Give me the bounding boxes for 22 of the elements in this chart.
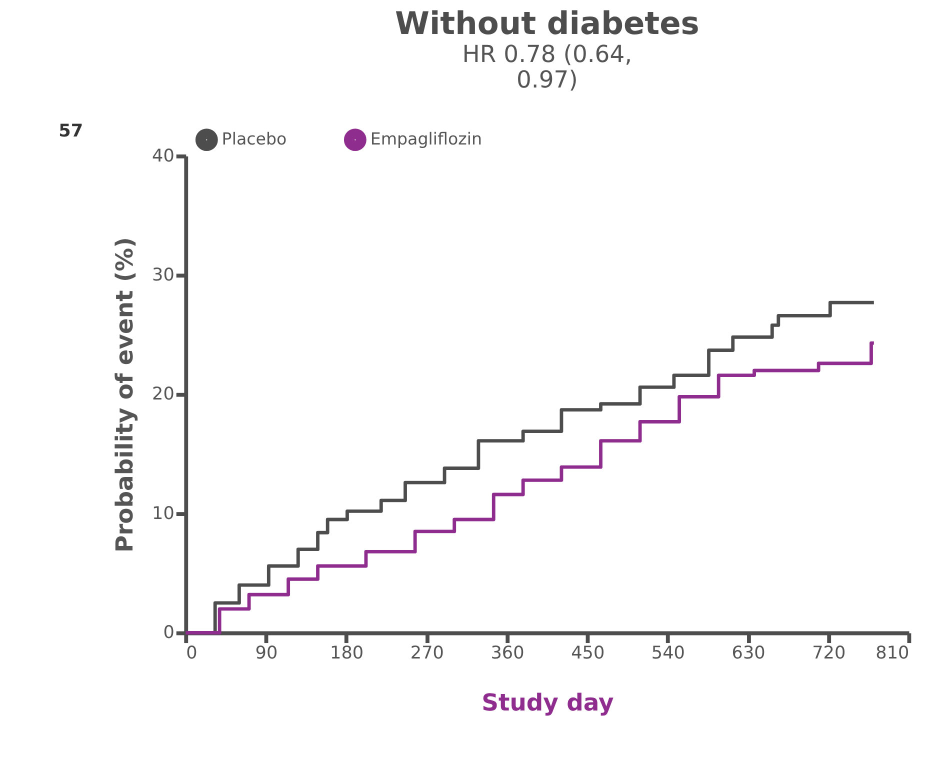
x-tick-label: 630: [732, 644, 766, 664]
y-tick-label: 0: [163, 623, 174, 644]
y-axis-title: Probability of event (%): [110, 237, 138, 553]
x-tick-label: 270: [410, 644, 444, 664]
chart-title: Without diabetes: [395, 6, 700, 42]
text: 57: [58, 121, 84, 142]
x-tick-label: 90: [255, 644, 278, 664]
legend-label: Placebo: [222, 130, 287, 149]
x-tick-label: 450: [571, 644, 605, 664]
y-tick-label: 40: [152, 146, 174, 166]
x-tick-label: 720: [812, 644, 846, 664]
x-axis-title: Study day: [482, 688, 614, 716]
y-tick-label: 20: [152, 384, 174, 405]
y-tick-label: 10: [152, 504, 174, 524]
y-tick-label: 30: [152, 266, 174, 286]
legend-label: Empagliflozin: [370, 130, 482, 149]
x-tick-label: 360: [490, 644, 524, 664]
x-tick-label: 0: [186, 644, 198, 664]
x-tick-label: 540: [651, 644, 685, 664]
x-tick-label: 180: [330, 644, 364, 664]
x-tick-label: 810: [876, 644, 910, 664]
chart-subtitle: HR 0.78 (0.64, 0.97): [462, 40, 632, 94]
